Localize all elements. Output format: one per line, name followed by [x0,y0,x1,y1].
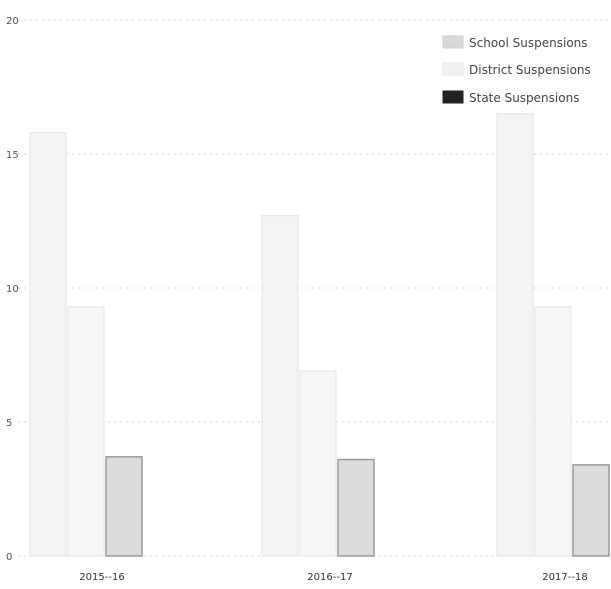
bar-school [29,132,67,557]
legend-label: District Suspensions [469,63,591,77]
x-category-label: 2015--16 [79,572,124,583]
x-axis-categories: 2015--16 2016--17 2017--18 [79,572,587,583]
x-category-label: 2016--17 [307,572,352,583]
bar-state [105,456,143,557]
legend-label: School Suspensions [469,36,588,50]
bar-school [261,215,299,557]
bar-district [534,306,572,557]
bar-district [299,370,337,557]
y-tick-label: 20 [6,16,19,27]
legend-swatch [442,90,464,104]
bar-school [496,113,534,557]
y-tick-label: 0 [6,552,12,563]
bar-district [67,306,105,557]
y-axis-ticks: 0 5 10 15 20 [6,16,19,563]
legend-label: State Suspensions [469,91,579,105]
legend-swatch [442,62,464,76]
x-category-label: 2017--18 [542,572,587,583]
y-tick-label: 15 [6,150,19,161]
legend: School Suspensions District Suspensions St… [442,35,591,105]
bars [29,113,610,557]
y-tick-label: 10 [6,284,19,295]
y-tick-label: 5 [6,418,12,429]
bar-state [337,458,375,557]
bar-state [572,464,610,557]
legend-swatch [442,35,464,49]
